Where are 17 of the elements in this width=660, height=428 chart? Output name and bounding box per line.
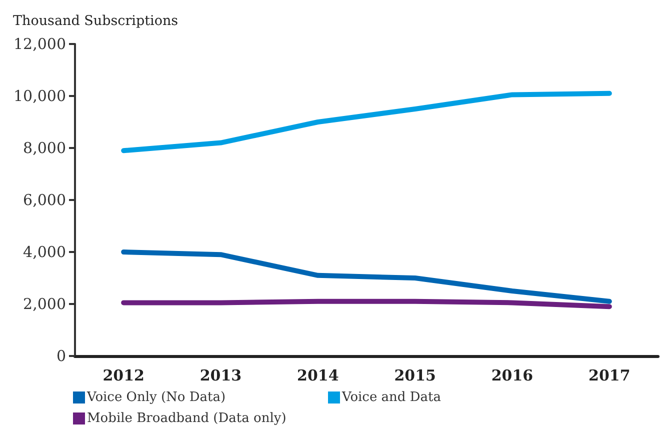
- y-tick-label: 12,000: [14, 35, 66, 53]
- x-tick-label: 2014: [297, 366, 339, 384]
- y-tick-label: 6,000: [23, 191, 66, 209]
- y-tick-label: 2,000: [23, 295, 66, 313]
- x-tick-label: 2012: [102, 366, 144, 384]
- legend-label: Mobile Broadband (Data only): [87, 411, 286, 426]
- y-axis-title: Thousand Subscriptions: [13, 13, 178, 29]
- y-tick-label: 8,000: [23, 139, 66, 157]
- x-tick-label: 2017: [588, 366, 630, 384]
- y-tick-label: 0: [56, 347, 66, 365]
- x-tick-label: 2016: [491, 366, 534, 384]
- y-tick-label: 4,000: [23, 243, 66, 261]
- y-tick-label: 10,000: [14, 87, 66, 105]
- x-tick-label: 2013: [200, 366, 242, 384]
- x-tick-label: 2015: [394, 366, 436, 384]
- legend-label: Voice Only (No Data): [86, 390, 226, 405]
- legend-label: Voice and Data: [341, 390, 442, 405]
